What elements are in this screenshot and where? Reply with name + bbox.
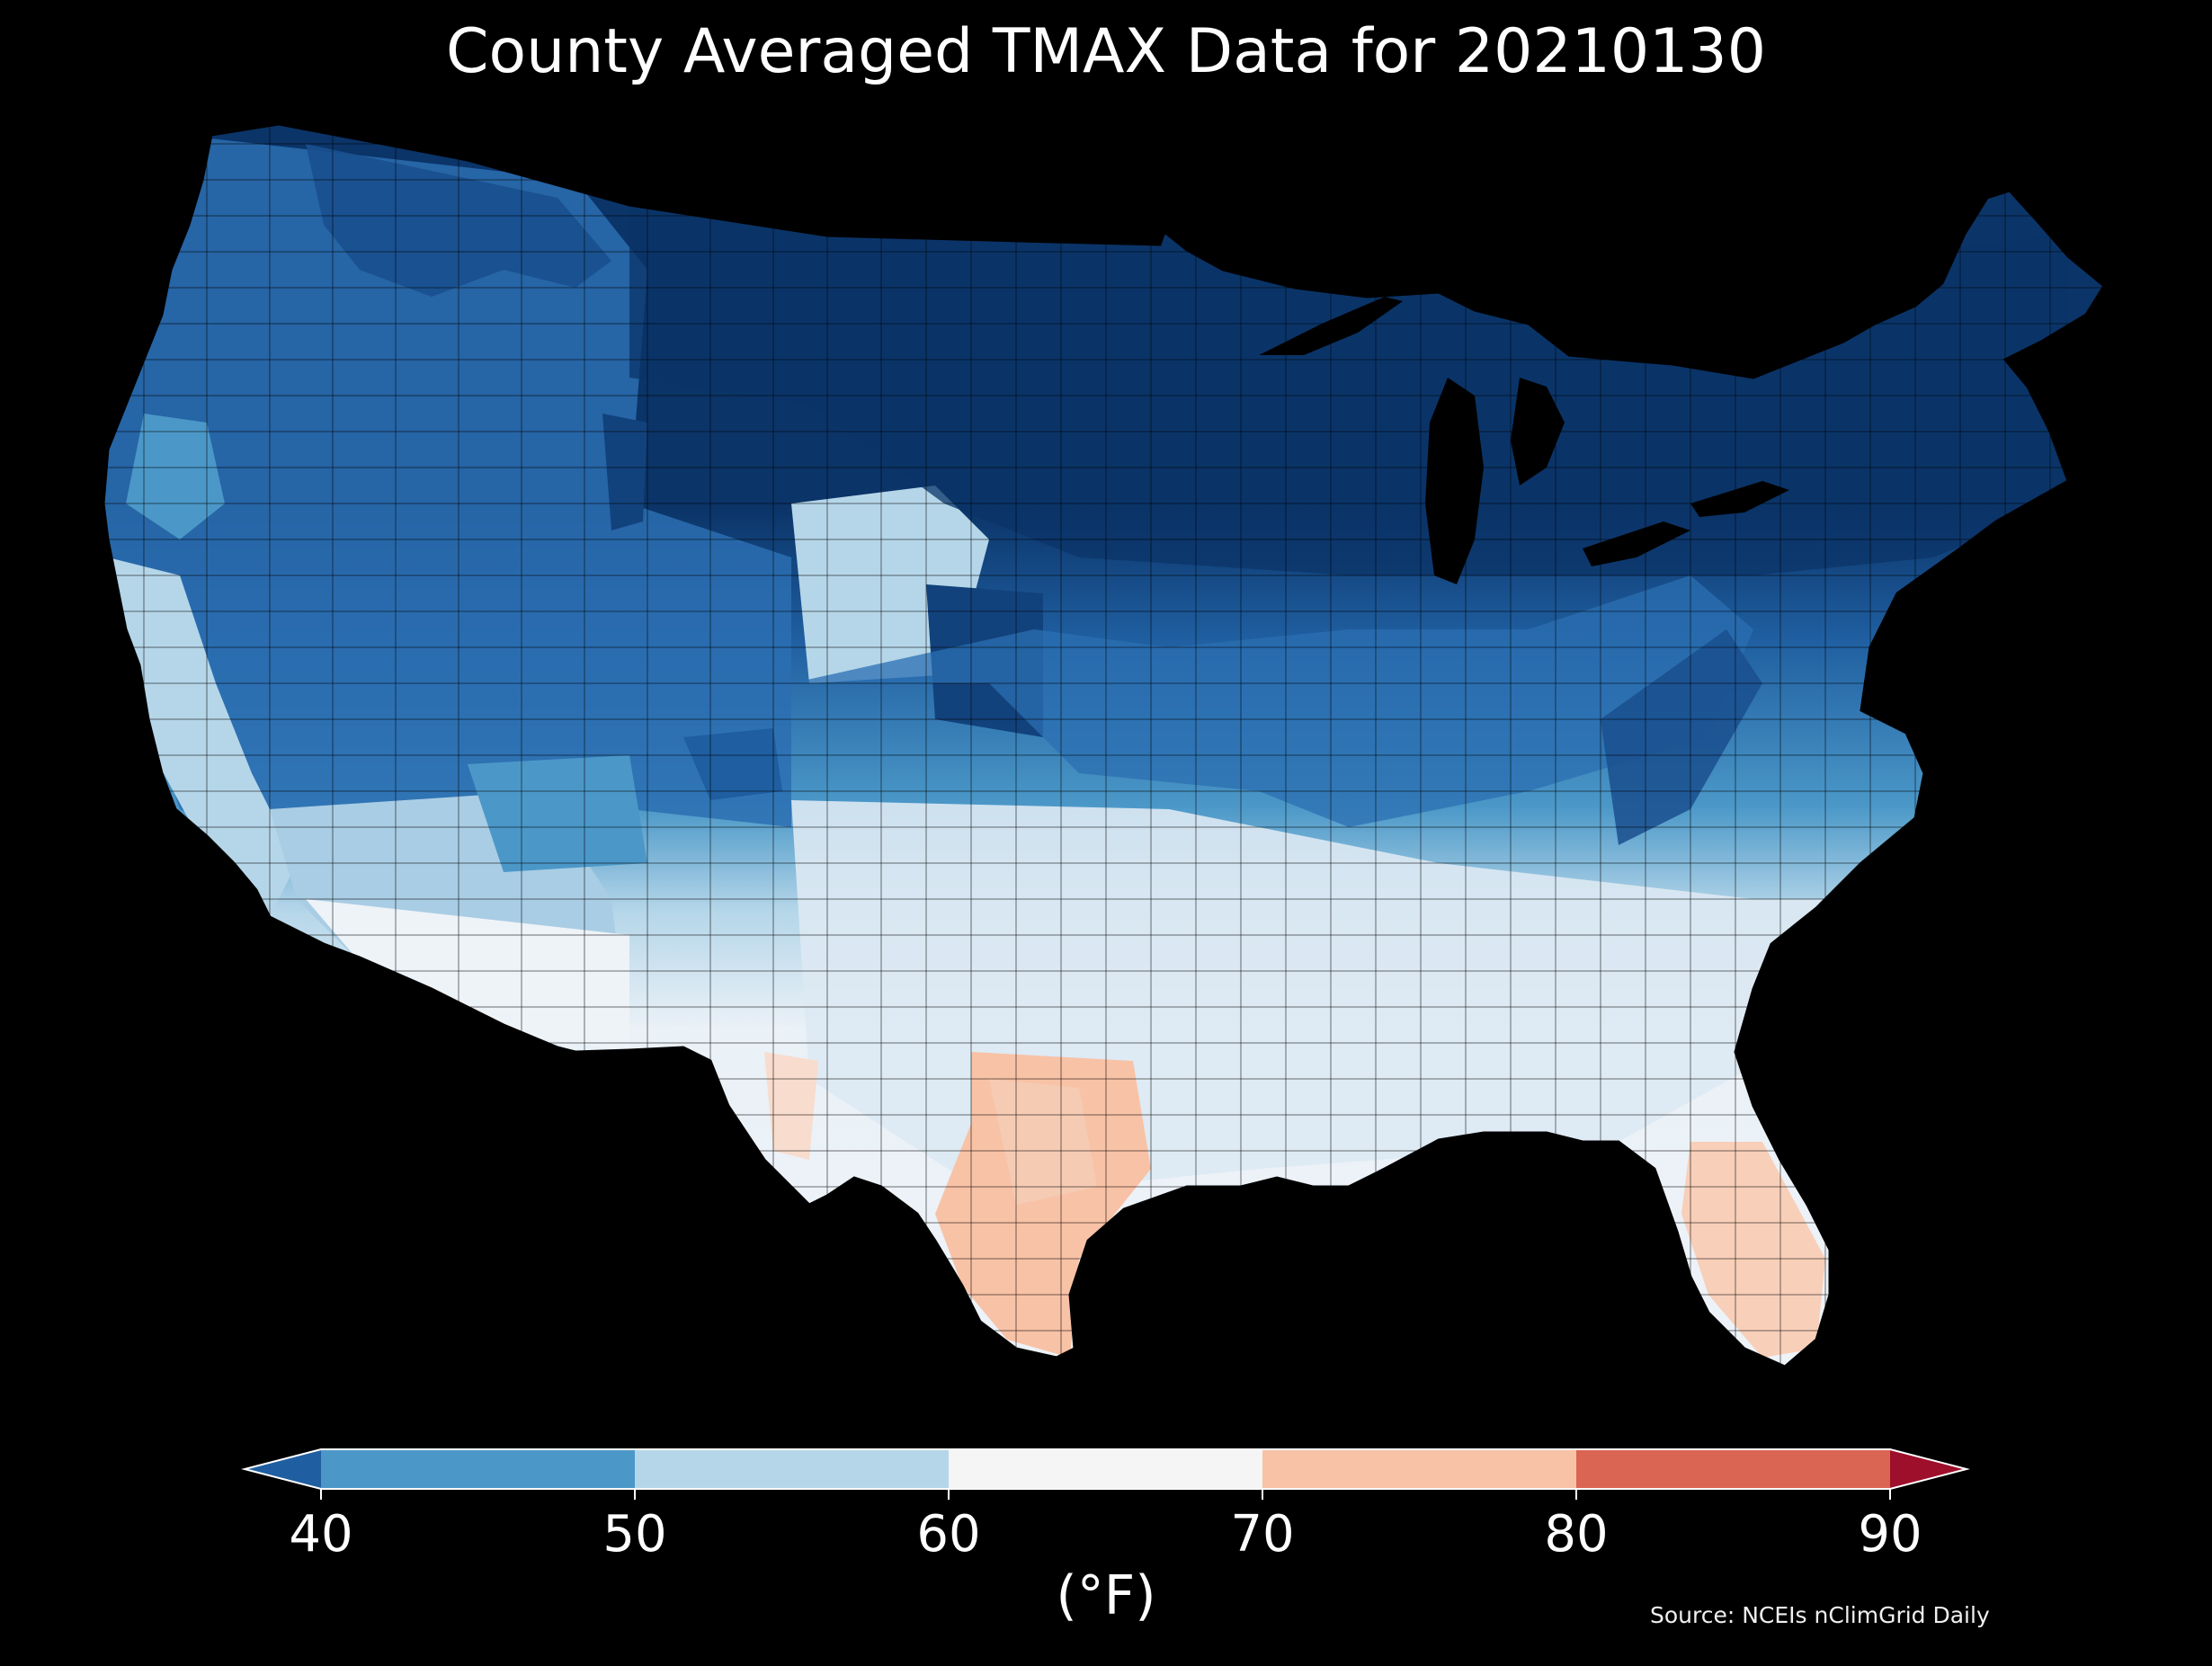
map-title: County Averaged TMAX Data for 20210130 — [446, 16, 1766, 87]
source-credit: Source: NCEIs nClimGrid Daily — [1650, 1602, 1990, 1628]
colorbar-segments — [241, 1448, 1970, 1500]
colorbar-tick-label: 60 — [916, 1505, 981, 1564]
great-lakes — [1259, 297, 1789, 584]
colorbar-tick-label: 90 — [1858, 1505, 1922, 1564]
colorbar-tick-label: 70 — [1230, 1505, 1295, 1564]
colorbar-bin-80-90 — [1576, 1449, 1891, 1489]
colorbar-units-label: (°F) — [1056, 1564, 1156, 1627]
colorbar-tick-label: 80 — [1544, 1505, 1609, 1564]
us-outline — [102, 122, 2106, 1368]
colorbar-bin-50-60 — [635, 1449, 950, 1489]
colorbar-extend-low — [245, 1449, 321, 1489]
colorbar-bin-60-70 — [949, 1449, 1263, 1489]
colorbar-bin-40-50 — [321, 1449, 636, 1489]
colorbar-extend-high — [1890, 1449, 1967, 1489]
colorbar-tick-label: 50 — [602, 1505, 667, 1564]
colorbar-bin-70-80 — [1262, 1449, 1577, 1489]
colorbar-tick-label: 40 — [289, 1505, 353, 1564]
